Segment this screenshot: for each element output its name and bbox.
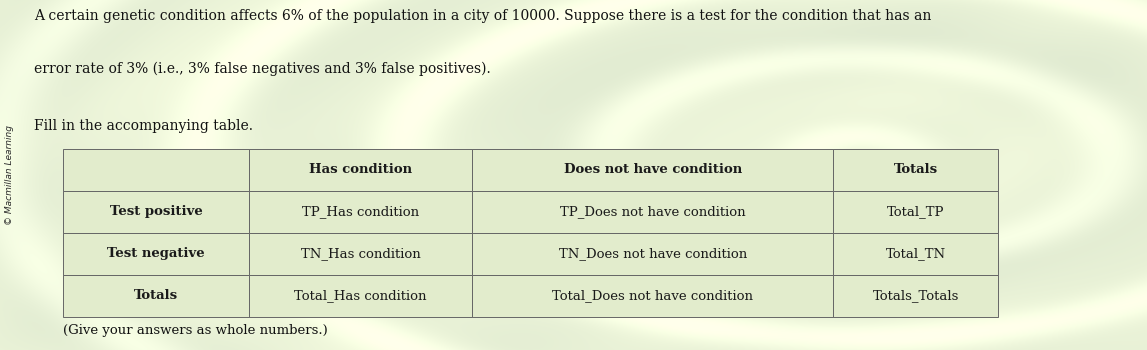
Text: Total_TP: Total_TP — [887, 205, 944, 218]
Text: © Macmillan Learning: © Macmillan Learning — [5, 125, 14, 225]
Text: TN_Has condition: TN_Has condition — [301, 247, 421, 260]
Text: Total_TN: Total_TN — [885, 247, 945, 260]
Text: TN_Does not have condition: TN_Does not have condition — [559, 247, 747, 260]
Text: Totals_Totals: Totals_Totals — [873, 289, 959, 302]
Text: Test positive: Test positive — [110, 205, 202, 218]
Text: Test negative: Test negative — [107, 247, 205, 260]
Text: TP_Has condition: TP_Has condition — [302, 205, 419, 218]
Text: Does not have condition: Does not have condition — [563, 163, 742, 176]
Text: (Give your answers as whole numbers.): (Give your answers as whole numbers.) — [63, 324, 328, 337]
Text: Totals: Totals — [894, 163, 937, 176]
Text: Total_Does not have condition: Total_Does not have condition — [552, 289, 754, 302]
Text: error rate of 3% (i.e., 3% false negatives and 3% false positives).: error rate of 3% (i.e., 3% false negativ… — [34, 61, 491, 76]
Text: TP_Does not have condition: TP_Does not have condition — [560, 205, 746, 218]
Text: Fill in the accompanying table.: Fill in the accompanying table. — [34, 119, 253, 133]
Text: A certain genetic condition affects 6% of the population in a city of 10000. Sup: A certain genetic condition affects 6% o… — [34, 9, 931, 23]
Text: Has condition: Has condition — [309, 163, 412, 176]
Text: Total_Has condition: Total_Has condition — [295, 289, 427, 302]
Text: Totals: Totals — [134, 289, 178, 302]
